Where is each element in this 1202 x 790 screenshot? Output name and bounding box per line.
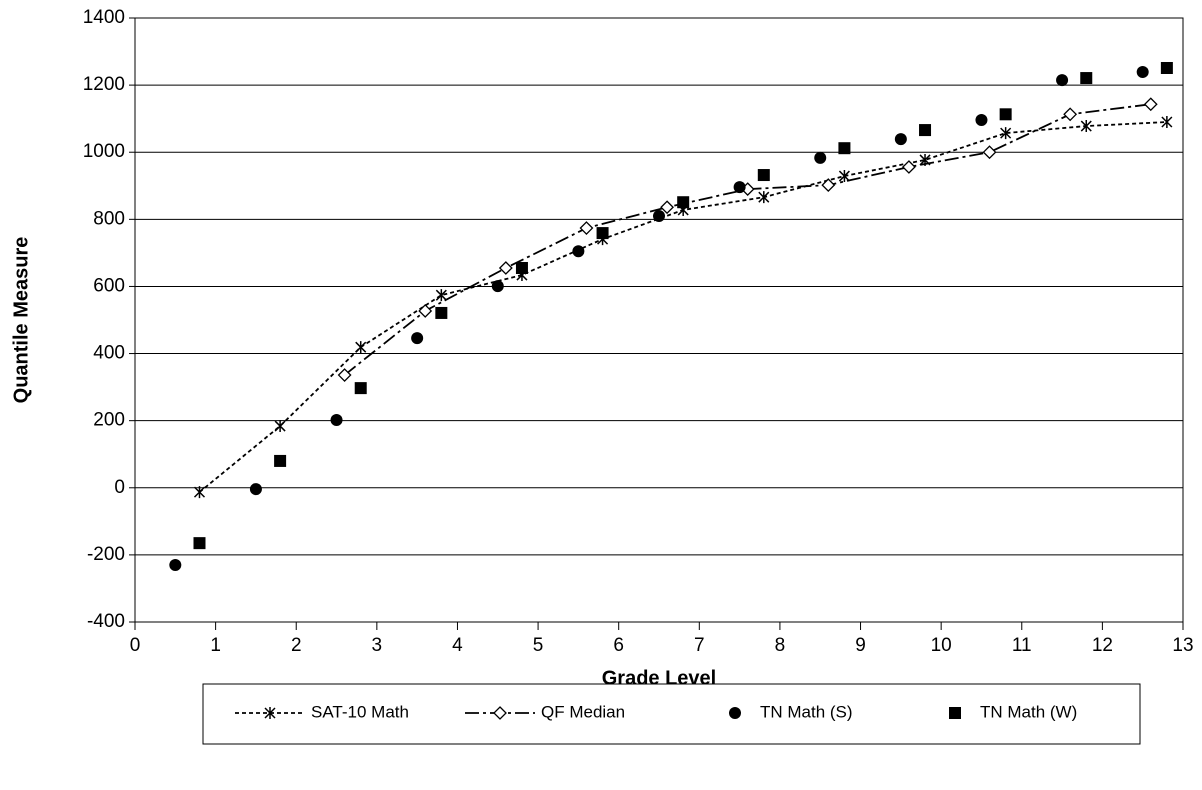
series-line bbox=[198, 121, 1167, 493]
legend-marker bbox=[949, 707, 961, 719]
data-point bbox=[1161, 116, 1173, 129]
data-point bbox=[411, 332, 424, 345]
data-point bbox=[435, 306, 448, 319]
data-point bbox=[677, 196, 690, 209]
data-point bbox=[193, 486, 206, 499]
x-tick-label: 8 bbox=[775, 635, 786, 656]
legend-marker bbox=[729, 707, 741, 719]
data-point bbox=[274, 420, 286, 433]
data-point bbox=[1080, 72, 1093, 85]
y-tick-label: 0 bbox=[114, 477, 125, 498]
data-point bbox=[354, 382, 367, 395]
legend-label: TN Math (S) bbox=[760, 702, 853, 721]
x-tick-label: 5 bbox=[533, 635, 544, 656]
data-point bbox=[653, 209, 665, 222]
data-point bbox=[1160, 61, 1173, 74]
y-tick-label: 800 bbox=[93, 208, 125, 229]
legend-marker bbox=[493, 706, 507, 720]
data-point bbox=[193, 537, 206, 550]
x-tick-label: 0 bbox=[130, 635, 141, 656]
data-point bbox=[821, 178, 836, 193]
data-point bbox=[758, 191, 770, 204]
data-point bbox=[901, 160, 916, 174]
data-point bbox=[838, 170, 850, 183]
data-point bbox=[491, 280, 504, 293]
legend-marker bbox=[264, 707, 276, 719]
data-point bbox=[919, 124, 932, 137]
data-point bbox=[982, 145, 997, 160]
x-tick-label: 11 bbox=[1012, 635, 1032, 656]
data-point bbox=[515, 261, 528, 274]
data-point bbox=[498, 261, 513, 275]
data-point bbox=[1136, 66, 1149, 79]
x-tick-label: 7 bbox=[694, 635, 705, 656]
data-point bbox=[838, 142, 851, 155]
data-point bbox=[337, 368, 352, 382]
data-point bbox=[572, 245, 585, 258]
data-point bbox=[733, 181, 746, 194]
x-tick-label: 13 bbox=[1172, 635, 1193, 656]
data-point bbox=[814, 151, 827, 164]
x-tick-label: 9 bbox=[855, 635, 866, 656]
data-point bbox=[355, 341, 367, 354]
data-point bbox=[660, 200, 674, 215]
legend-label: TN Math (W) bbox=[980, 702, 1077, 721]
data-point bbox=[999, 108, 1012, 121]
x-tick-label: 10 bbox=[931, 635, 952, 656]
data-point bbox=[330, 413, 343, 426]
x-tick-label: 4 bbox=[452, 635, 463, 656]
data-point bbox=[169, 558, 182, 571]
y-tick-label: 200 bbox=[93, 410, 125, 431]
data-point bbox=[757, 169, 770, 182]
y-tick-label: -400 bbox=[87, 611, 125, 632]
y-axis-title: Quantile Measure bbox=[10, 237, 32, 404]
y-tick-label: 400 bbox=[93, 343, 125, 364]
data-point bbox=[579, 221, 594, 235]
data-point bbox=[1143, 97, 1158, 112]
x-tick-label: 2 bbox=[291, 635, 302, 656]
data-point bbox=[249, 483, 262, 496]
x-tick-label: 6 bbox=[613, 635, 624, 656]
y-tick-label: 600 bbox=[93, 275, 125, 296]
data-point bbox=[274, 454, 287, 467]
data-point bbox=[1080, 120, 1092, 133]
data-point bbox=[1063, 107, 1078, 122]
plot-border bbox=[134, 17, 1184, 623]
data-point bbox=[418, 304, 433, 318]
data-point bbox=[894, 133, 907, 146]
y-tick-label: 1200 bbox=[83, 74, 125, 95]
data-point bbox=[975, 114, 988, 127]
y-tick-label: 1400 bbox=[83, 7, 125, 28]
data-point bbox=[596, 227, 609, 240]
y-tick-label: -200 bbox=[87, 544, 125, 565]
y-tick-label: 1000 bbox=[83, 141, 125, 162]
x-tick-label: 12 bbox=[1092, 635, 1113, 656]
data-point bbox=[1056, 74, 1069, 87]
data-point bbox=[435, 289, 447, 302]
x-tick-label: 1 bbox=[210, 635, 221, 656]
legend-box bbox=[202, 683, 1141, 745]
x-tick-label: 3 bbox=[372, 635, 383, 656]
data-point bbox=[1000, 127, 1012, 140]
legend-label: QF Median bbox=[541, 702, 625, 721]
legend-label: SAT-10 Math bbox=[311, 702, 409, 721]
series-line bbox=[344, 103, 1151, 376]
